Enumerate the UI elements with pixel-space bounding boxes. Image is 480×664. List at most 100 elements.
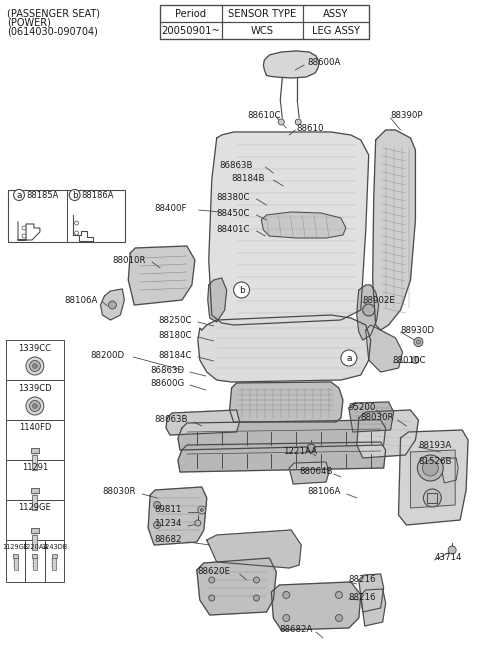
Text: 95200: 95200: [349, 404, 376, 412]
Text: 88380C: 88380C: [217, 193, 250, 201]
Text: 88010C: 88010C: [393, 355, 426, 365]
Circle shape: [336, 614, 342, 622]
Polygon shape: [100, 289, 124, 320]
Bar: [31, 488, 39, 493]
Bar: [6, 500, 64, 540]
Text: 88450C: 88450C: [217, 208, 250, 218]
Text: 88930D: 88930D: [400, 325, 434, 335]
Circle shape: [198, 506, 206, 514]
Text: (POWER): (POWER): [7, 17, 51, 27]
Text: a: a: [16, 191, 22, 199]
Circle shape: [13, 189, 24, 201]
Text: 88401C: 88401C: [217, 224, 250, 234]
Bar: [222, 5, 303, 22]
Circle shape: [108, 301, 116, 309]
Bar: [6, 420, 64, 460]
Polygon shape: [349, 402, 394, 432]
Text: 88610C: 88610C: [248, 110, 281, 120]
Text: 1339CD: 1339CD: [18, 384, 52, 392]
Text: 88184C: 88184C: [158, 351, 192, 359]
Circle shape: [423, 489, 441, 507]
Polygon shape: [366, 325, 403, 372]
Polygon shape: [166, 410, 240, 435]
Text: 86863B: 86863B: [220, 161, 253, 169]
Text: 1243DB: 1243DB: [41, 544, 67, 550]
Polygon shape: [178, 420, 385, 450]
Circle shape: [253, 577, 260, 583]
Text: SENSOR TYPE: SENSOR TYPE: [228, 9, 297, 19]
Text: (PASSENGER SEAT): (PASSENGER SEAT): [7, 8, 100, 18]
Circle shape: [26, 397, 44, 415]
Bar: [33, 495, 37, 510]
Circle shape: [295, 119, 301, 125]
Circle shape: [75, 221, 79, 225]
Text: 11291: 11291: [22, 463, 48, 473]
Text: 88390P: 88390P: [391, 110, 423, 120]
Circle shape: [200, 509, 204, 511]
Text: 88250C: 88250C: [158, 315, 192, 325]
Bar: [8, 190, 125, 242]
Polygon shape: [178, 442, 385, 472]
Text: 88216: 88216: [349, 576, 376, 584]
Text: 1129GE: 1129GE: [3, 544, 29, 550]
Text: 88184B: 88184B: [232, 173, 265, 183]
Circle shape: [341, 350, 357, 366]
Text: 88063B: 88063B: [154, 416, 188, 424]
Bar: [52, 554, 57, 558]
Polygon shape: [359, 574, 384, 612]
Circle shape: [33, 363, 37, 369]
Circle shape: [278, 119, 284, 125]
Text: 88600A: 88600A: [307, 58, 340, 66]
Bar: [427, 493, 437, 503]
Circle shape: [154, 501, 161, 509]
Bar: [6, 460, 64, 500]
Text: 20050901~: 20050901~: [161, 25, 220, 35]
Text: 88185A: 88185A: [26, 191, 59, 199]
Polygon shape: [209, 132, 369, 325]
Text: 88193A: 88193A: [419, 440, 452, 450]
Text: Period: Period: [175, 9, 206, 19]
Text: 88216: 88216: [349, 592, 376, 602]
Text: 88400F: 88400F: [154, 203, 187, 212]
Text: WCS: WCS: [251, 25, 274, 35]
Text: b: b: [72, 191, 78, 199]
Circle shape: [283, 592, 290, 598]
Bar: [33, 535, 37, 550]
Bar: [160, 5, 369, 39]
Text: 1129GE: 1129GE: [19, 503, 51, 513]
Polygon shape: [208, 278, 227, 322]
Circle shape: [414, 337, 423, 347]
Text: 89811: 89811: [154, 505, 181, 515]
Polygon shape: [410, 450, 455, 508]
Circle shape: [283, 614, 290, 622]
Bar: [33, 455, 37, 470]
Text: a: a: [346, 353, 352, 363]
Text: LEG ASSY: LEG ASSY: [312, 25, 360, 35]
Circle shape: [418, 455, 443, 481]
Circle shape: [253, 595, 260, 601]
Polygon shape: [148, 487, 207, 545]
Bar: [303, 5, 369, 22]
Bar: [6, 380, 64, 420]
Circle shape: [209, 577, 215, 583]
Circle shape: [26, 357, 44, 375]
Text: 88682: 88682: [154, 535, 181, 544]
Polygon shape: [361, 589, 385, 626]
Text: 88682A: 88682A: [279, 625, 312, 635]
Text: 88010R: 88010R: [112, 256, 146, 264]
Circle shape: [363, 304, 375, 316]
Polygon shape: [357, 410, 419, 458]
Circle shape: [209, 595, 215, 601]
Polygon shape: [289, 462, 329, 484]
Bar: [31, 448, 39, 453]
Bar: [160, 22, 222, 39]
Bar: [33, 554, 37, 558]
Polygon shape: [440, 458, 458, 483]
Circle shape: [29, 400, 40, 412]
Circle shape: [154, 521, 161, 529]
Text: 88030R: 88030R: [102, 487, 136, 497]
Circle shape: [29, 361, 40, 371]
Bar: [303, 22, 369, 39]
Text: (0614030-090704): (0614030-090704): [7, 26, 98, 36]
Bar: [222, 22, 303, 39]
